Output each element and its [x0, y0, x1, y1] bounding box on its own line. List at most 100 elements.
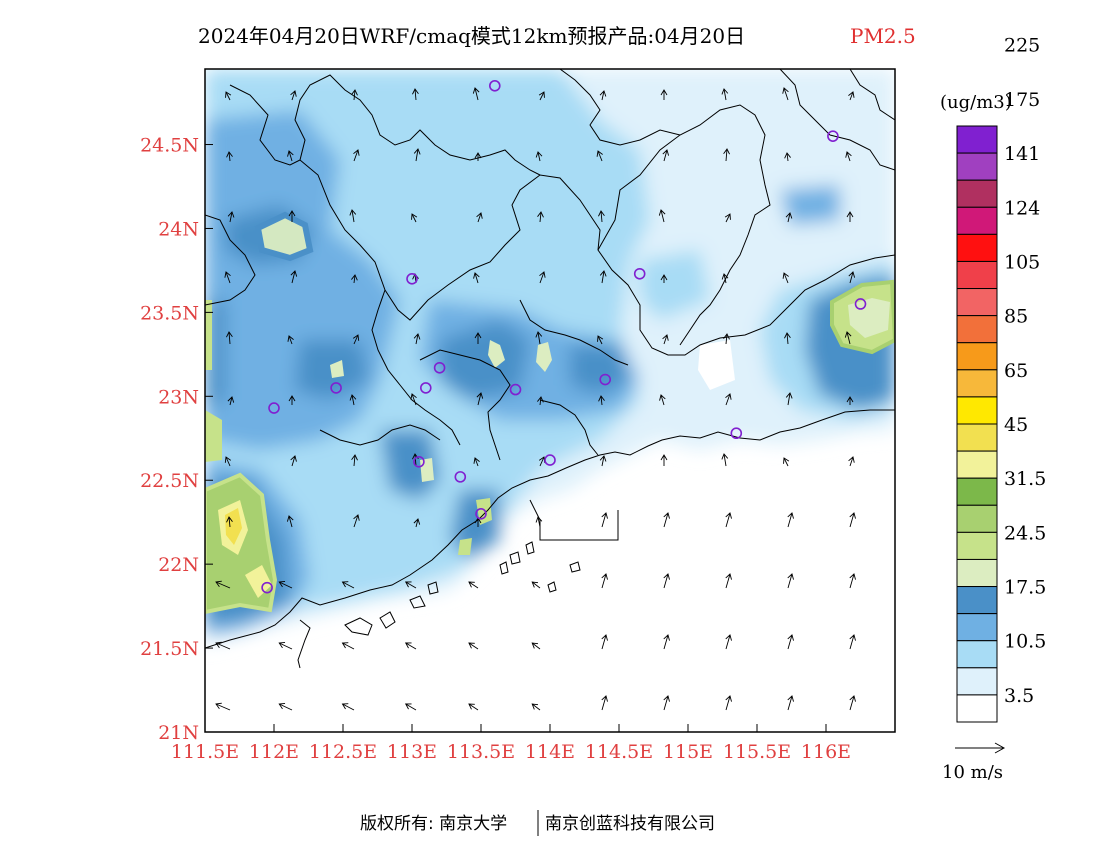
- colorbar-label: 175: [1004, 89, 1040, 111]
- wind-arrow: [538, 91, 545, 101]
- wind-arrow: [476, 212, 483, 223]
- wind-arrow: [597, 335, 604, 345]
- wind-arrow: [472, 87, 480, 101]
- wind-arrow: [662, 149, 670, 162]
- lat-tick-label: 22.5N: [140, 470, 199, 492]
- wind-arrow: [341, 581, 355, 589]
- wind-arrow: [725, 393, 732, 406]
- wind-arrow: [468, 703, 479, 711]
- wind-arrow: [845, 151, 852, 162]
- wind-arrow: [848, 456, 855, 467]
- colorbar-label: 10.5: [1004, 631, 1046, 653]
- colorbar: (ug/m3) 3.5 10.5 17.5 24.5 31.5 45 65 85 105 124 1…: [940, 35, 1046, 723]
- wind-arrow: [598, 210, 605, 223]
- colorbar-box: [956, 152, 998, 181]
- colorbar-box: [956, 531, 998, 560]
- islands: [297, 541, 581, 669]
- lon-tick-label: 113E: [387, 741, 437, 763]
- wind-arrow: [725, 695, 732, 711]
- wind-arrow: [290, 90, 297, 101]
- wind-arrow: [849, 695, 856, 711]
- wind-arrow: [353, 149, 360, 162]
- wind-arrow: [848, 91, 855, 101]
- wind-arrow: [844, 331, 852, 345]
- wind-arrow: [286, 515, 294, 528]
- colorbar-label: 17.5: [1004, 577, 1046, 599]
- wind-arrow: [721, 88, 729, 101]
- wind-arrow: [224, 456, 232, 467]
- colorbar-label: 31.5: [1004, 468, 1046, 490]
- title-pollutant: PM2.5: [850, 24, 916, 48]
- wind-arrow: [278, 580, 293, 589]
- footer: 版权所有: 南京大学 南京创蓝科技有限公司: [360, 810, 715, 836]
- lat-tick-label: 23.5N: [140, 302, 199, 324]
- wind-arrow: [468, 642, 479, 650]
- station-marker: [330, 382, 342, 394]
- wind-arrow: [662, 334, 669, 345]
- colorbar-box: [956, 288, 998, 317]
- wind-arrow: [351, 454, 358, 467]
- wind-arrow: [849, 634, 856, 650]
- wind-arrow: [413, 148, 421, 162]
- wind-arrow: [215, 641, 231, 650]
- wind-arrow: [404, 581, 417, 589]
- wind-arrow: [782, 87, 789, 101]
- station-marker: [454, 471, 467, 483]
- wind-arrow: [215, 580, 231, 589]
- wind-arrow: [410, 393, 417, 406]
- colorbar-label: 45: [1004, 414, 1028, 436]
- lat-tick-label: 24N: [158, 218, 199, 240]
- wind-arrow: [535, 516, 543, 528]
- wind-arrow: [724, 213, 731, 223]
- wind-arrow: [537, 211, 544, 223]
- wind-arrow: [596, 150, 603, 162]
- wind-arrow: [539, 271, 546, 284]
- latitude-axis: 24.5N 24N 23.5N 23N 22.5N 22N 21.5N 21N: [140, 135, 213, 744]
- wind-arrow: [352, 334, 360, 345]
- station-marker: [544, 454, 556, 466]
- wind-arrow: [290, 455, 297, 467]
- colorbar-label: 85: [1004, 306, 1028, 328]
- wind-arrow: [782, 272, 789, 284]
- station-marker: [599, 373, 612, 386]
- colorbar-label: 124: [1004, 197, 1040, 219]
- wind-arrow: [599, 270, 607, 284]
- colorbar-box: [956, 396, 998, 425]
- wind-arrow: [412, 88, 419, 101]
- station-marker: [854, 298, 867, 310]
- wind-arrow: [848, 271, 856, 284]
- wind-arrow: [288, 395, 296, 405]
- wind-arrow: [531, 642, 541, 650]
- colorbar-label: 105: [1004, 251, 1040, 273]
- wind-arrow: [785, 392, 793, 406]
- colorbar-label: 225: [1004, 35, 1040, 57]
- lat-tick-label: 23N: [158, 386, 199, 408]
- lon-tick-label: 116E: [801, 741, 851, 763]
- colorbar-label: 65: [1004, 360, 1028, 382]
- lon-tick-label: 115E: [663, 741, 713, 763]
- wind-arrow: [785, 212, 793, 223]
- wind-arrow: [787, 512, 794, 528]
- station-marker: [268, 402, 280, 414]
- colorbar-box: [956, 179, 998, 208]
- wind-arrow: [599, 455, 607, 467]
- station-marker: [633, 267, 646, 280]
- wind-arrow: [783, 457, 790, 467]
- station-markers: [261, 79, 867, 594]
- wind-arrow: [663, 634, 670, 650]
- colorbar-box: [956, 477, 998, 506]
- colorbar-box: [956, 315, 998, 344]
- station-marker: [509, 383, 522, 396]
- colorbar-box: [956, 450, 998, 479]
- wind-scale-label: 10 m/s: [942, 762, 1003, 783]
- wind-arrow: [224, 271, 231, 284]
- station-marker: [413, 455, 425, 468]
- title-main: 2024年04月20日WRF/cmaq模式12km预报产品:04月20日: [198, 24, 745, 48]
- lon-tick-label: 114E: [525, 741, 575, 763]
- wind-arrow: [474, 332, 482, 344]
- wind-arrow: [725, 512, 732, 528]
- station-marker: [730, 427, 743, 440]
- wind-arrow: [413, 518, 421, 528]
- lon-tick-label: 115.5E: [723, 741, 791, 763]
- wind-arrow: [725, 634, 732, 650]
